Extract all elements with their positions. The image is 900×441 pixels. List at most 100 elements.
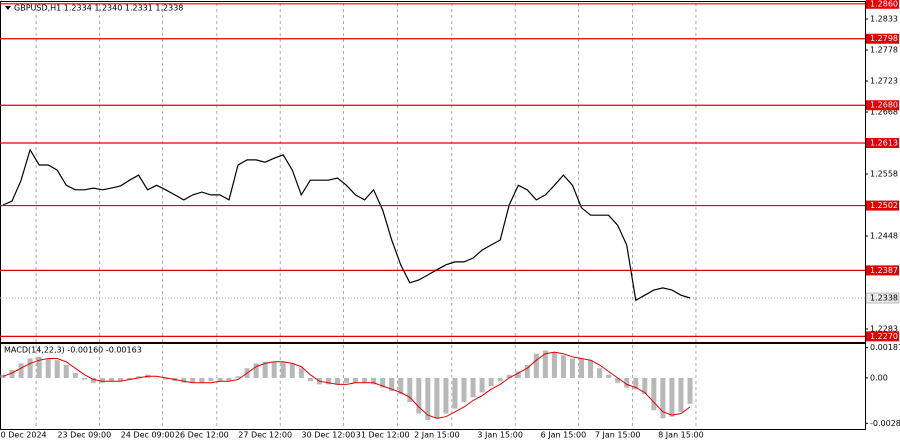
macd-bar [569,358,575,378]
level-label: 1.2680 [870,101,898,110]
macd-bar [181,377,187,383]
macd-bar [353,377,359,383]
macd-bar [660,377,666,419]
x-tick-label: 8 Jan 15:00 [658,431,704,440]
macd-bar [479,377,485,393]
macd-bar [334,377,340,385]
macd-bar [54,360,60,378]
x-tick-label: 24 Dec 09:00 [121,431,175,440]
macd-bar [36,356,42,378]
y-tick-label: -0.00281 [870,419,900,428]
macd-bar [199,377,205,383]
macd-bar [217,377,223,382]
macd-bar [63,365,69,378]
y-tick-label: 1.2723 [870,77,898,86]
macd-bar [0,374,6,378]
level-label-box [866,200,899,211]
macd-bar [551,352,557,378]
macd-bar [325,377,331,385]
level-label-box [866,33,899,44]
macd-bar [488,377,494,386]
macd-bar [45,358,51,378]
macd-bar [542,350,548,378]
macd-bar [127,377,133,380]
macd-bar [651,377,657,411]
level-label-box [866,0,899,9]
macd-bar [497,377,503,382]
x-tick-label: 7 Jan 15:00 [595,431,641,440]
x-tick-label: 20 Dec 2024 [0,431,47,440]
macd-bar [416,377,422,414]
macd-bar [380,377,386,388]
macd-bar [253,363,259,378]
macd-bar [18,363,24,378]
x-tick-label: 23 Dec 09:00 [57,431,111,440]
macd-bar [163,377,169,380]
y-tick-label: 1.2833 [870,15,898,24]
macd-bar [560,355,566,378]
macd-bar [90,377,96,383]
current-price-box [865,292,900,304]
macd-bar [9,369,15,378]
macd-bar [642,377,648,395]
macd-bar [371,377,377,385]
level-label: 1.2387 [870,266,898,275]
macd-bar [579,358,585,378]
macd-bar [588,360,594,378]
macd-bar [226,377,232,382]
level-label-box [866,138,899,149]
price-line [2,148,691,302]
macd-title: MACD(14,22,3) -0.00160 -0.00163 [4,346,142,355]
y-tick-label: 0.00 [870,373,888,382]
macd-bar [624,377,630,388]
macd-bar [280,361,286,378]
macd-bar [533,353,539,378]
macd-bar [190,377,196,383]
macd-bar [506,374,512,378]
macd-bar [669,377,675,417]
macd-pane-frame [0,343,866,430]
macd-bar [108,377,114,382]
price-pane-frame [0,1,866,343]
x-tick-label: 31 Dec 12:00 [356,431,410,440]
macd-bar [72,373,78,378]
macd-bar [262,361,268,378]
level-label: 1.2798 [870,34,898,43]
level-label-box [866,265,899,276]
macd-bar [298,368,304,378]
macd-bar [271,361,277,378]
macd-bar [344,377,349,383]
y-tick-label: 1.2283 [870,325,898,334]
macd-bar [235,376,241,378]
macd-bar [443,377,449,414]
y-tick-label: 1.2668 [870,108,898,117]
y-tick-label: 1.2448 [870,232,898,241]
macd-bar [461,377,467,403]
macd-bar [362,377,368,383]
macd-bar [136,376,142,378]
macd-bar [154,377,160,379]
macd-bar [524,365,530,378]
level-label: 1.2502 [870,201,898,210]
x-tick-label: 2 Jan 15:00 [414,431,460,440]
macd-bar [633,377,639,390]
level-label-box [866,331,899,342]
x-tick-label: 26 Dec 12:00 [175,431,229,440]
x-tick-label: 30 Dec 12:00 [302,431,356,440]
macd-bar [27,358,33,378]
chart-title: GBPUSD,H1 1.2334 1.2340 1.2331 1.2338 [14,4,183,13]
level-label: 1.2613 [870,139,898,148]
macd-bar [118,377,124,382]
y-tick-label: 1.2778 [870,46,898,55]
macd-bar [208,377,214,382]
macd-bar [81,377,87,380]
macd-bar [398,377,404,395]
level-label: 1.2860 [870,0,898,8]
macd-bar [597,368,603,378]
macd-bar [425,377,431,420]
macd-bar [470,377,476,398]
y-tick-label: 0.00187 [870,343,900,352]
macd-bar [615,377,621,383]
